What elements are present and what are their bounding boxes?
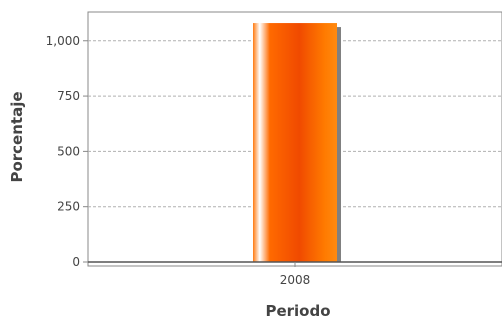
y-tick-label: 750 (57, 89, 80, 103)
y-tick-label: 1,000 (46, 34, 80, 48)
x-axis-title: Periodo (265, 302, 330, 320)
y-tick-label: 250 (57, 200, 80, 214)
x-axis-ticks: 2008 (280, 262, 311, 287)
bar (253, 23, 337, 262)
bars (253, 23, 341, 262)
x-tick-label: 2008 (280, 273, 311, 287)
y-axis-ticks: 0 250 500 750 1,000 (46, 34, 88, 269)
y-tick-label: 500 (57, 144, 80, 158)
y-tick-label: 0 (72, 255, 80, 269)
y-axis-title: Porcentaje (8, 91, 26, 182)
